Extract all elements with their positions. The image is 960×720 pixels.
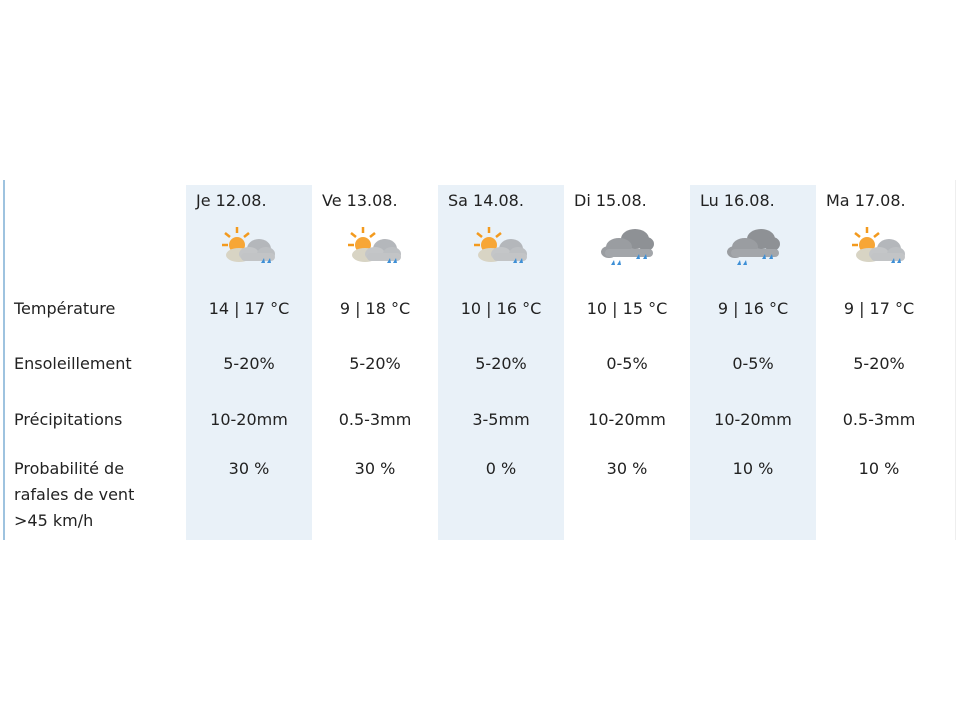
day-gust-probability: 30 % bbox=[354, 459, 396, 478]
day-temperature: 10 | 15 °C bbox=[586, 299, 668, 318]
row-label-precipitation: Précipitations bbox=[14, 410, 123, 429]
day-column: Di 15.08. 10 | 15 °C 0-5% 10-20mm 30 % bbox=[564, 185, 690, 540]
day-sunshine: 0-5% bbox=[732, 354, 774, 373]
day-temperature: 14 | 17 °C bbox=[208, 299, 290, 318]
day-date: Je 12.08. bbox=[196, 191, 267, 210]
day-precipitation: 0.5-3mm bbox=[842, 410, 916, 429]
row-label-temperature: Température bbox=[14, 299, 116, 318]
day-temperature: 10 | 16 °C bbox=[460, 299, 542, 318]
heavy-rain-cloud-icon bbox=[725, 225, 781, 269]
gust-label-line: >45 km/h bbox=[14, 511, 94, 530]
day-gust-probability: 0 % bbox=[485, 459, 517, 478]
day-sunshine: 5-20% bbox=[223, 354, 275, 373]
day-date: Di 15.08. bbox=[574, 191, 647, 210]
day-gust-probability: 30 % bbox=[228, 459, 270, 478]
day-sunshine: 0-5% bbox=[606, 354, 648, 373]
left-border bbox=[3, 180, 5, 540]
day-precipitation: 10-20mm bbox=[588, 410, 666, 429]
day-precipitation: 10-20mm bbox=[714, 410, 792, 429]
sun-cloud-rain-icon bbox=[851, 225, 907, 269]
day-sunshine: 5-20% bbox=[475, 354, 527, 373]
right-border bbox=[955, 180, 956, 540]
day-date: Lu 16.08. bbox=[700, 191, 775, 210]
day-column: Ve 13.08. 9 | 18 °C 5-20% 0.5-3mm 30 % bbox=[312, 185, 438, 540]
day-gust-probability: 10 % bbox=[858, 459, 900, 478]
day-date: Ve 13.08. bbox=[322, 191, 398, 210]
gust-label-line: Probabilité de bbox=[14, 459, 125, 478]
day-date: Sa 14.08. bbox=[448, 191, 524, 210]
day-column: Sa 14.08. 10 | 16 °C 5-20% 3-5mm 0 % bbox=[438, 185, 564, 540]
day-precipitation: 0.5-3mm bbox=[338, 410, 412, 429]
day-precipitation: 3-5mm bbox=[472, 410, 530, 429]
sun-cloud-rain-icon bbox=[473, 225, 529, 269]
day-sunshine: 5-20% bbox=[349, 354, 401, 373]
gust-label-line: rafales de vent bbox=[14, 485, 135, 504]
sun-cloud-rain-icon bbox=[347, 225, 403, 269]
day-temperature: 9 | 16 °C bbox=[717, 299, 789, 318]
day-sunshine: 5-20% bbox=[853, 354, 905, 373]
day-temperature: 9 | 17 °C bbox=[843, 299, 915, 318]
day-gust-probability: 10 % bbox=[732, 459, 774, 478]
day-temperature: 9 | 18 °C bbox=[339, 299, 411, 318]
day-date: Ma 17.08. bbox=[826, 191, 906, 210]
row-label-sunshine: Ensoleillement bbox=[14, 354, 132, 373]
day-gust-probability: 30 % bbox=[606, 459, 648, 478]
day-column: Je 12.08. 14 | 17 °C 5-20% 10-20mm 30 % bbox=[186, 185, 312, 540]
day-column: Lu 16.08. 9 | 16 °C 0-5% 10-20mm 10 % bbox=[690, 185, 816, 540]
row-label-gusts: Probabilité de rafales de vent >45 km/h bbox=[14, 456, 134, 534]
day-precipitation: 10-20mm bbox=[210, 410, 288, 429]
sun-cloud-rain-icon bbox=[221, 225, 277, 269]
day-column: Ma 17.08. 9 | 17 °C 5-20% 0.5-3mm 10 % bbox=[816, 185, 942, 540]
heavy-rain-cloud-icon bbox=[599, 225, 655, 269]
